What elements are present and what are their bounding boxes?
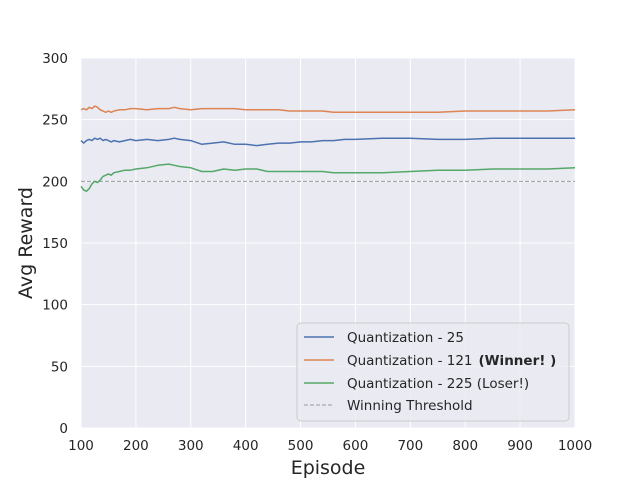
y-tick-label-300: 300	[42, 51, 68, 67]
legend-label-quantization-121-suffix: (Winner! )	[479, 353, 557, 369]
y-tick-label-200: 200	[42, 174, 68, 190]
y-tick-labels: 0 50 100 150 200 250 300	[42, 51, 68, 437]
legend: Quantization - 25 Quantization - 121 (Win…	[296, 322, 570, 422]
y-tick-label-100: 100	[42, 298, 68, 314]
legend-label-winning-threshold: Winning Threshold	[347, 398, 473, 414]
y-axis-label: Avg Reward	[15, 187, 37, 299]
x-tick-label-1000: 1000	[558, 438, 592, 454]
y-tick-label-250: 250	[42, 113, 68, 129]
legend-label-quantization-121: Quantization - 121 (Winner! )	[347, 353, 556, 369]
x-tick-label-800: 800	[452, 438, 478, 454]
series-line-quantization-121	[80, 105, 576, 114]
series-line-quantization-25	[80, 137, 575, 147]
y-tick-label-150: 150	[42, 236, 68, 252]
x-tick-label-700: 700	[397, 438, 423, 454]
x-axis-label: Episode	[291, 457, 366, 479]
x-tick-label-300: 300	[178, 438, 204, 454]
legend-label-quantization-121-name: Quantization - 121	[347, 353, 473, 369]
legend-box	[296, 322, 570, 422]
legend-label-quantization-225: Quantization - 225 (Loser!)	[347, 376, 529, 392]
y-tick-label-50: 50	[51, 359, 68, 375]
x-tick-label-100: 100	[68, 438, 94, 454]
series-lines	[80, 105, 576, 192]
series-line-quantization-225	[80, 163, 576, 192]
x-tick-label-900: 900	[507, 438, 533, 454]
x-tick-labels: 100 200 300 400 500 600 700 800 900 1000	[68, 438, 592, 454]
y-tick-label-0: 0	[59, 421, 68, 437]
x-tick-label-400: 400	[233, 438, 259, 454]
x-tick-label-600: 600	[343, 438, 369, 454]
x-tick-label-200: 200	[123, 438, 149, 454]
x-tick-label-500: 500	[288, 438, 314, 454]
legend-label-quantization-25: Quantization - 25	[347, 330, 464, 346]
